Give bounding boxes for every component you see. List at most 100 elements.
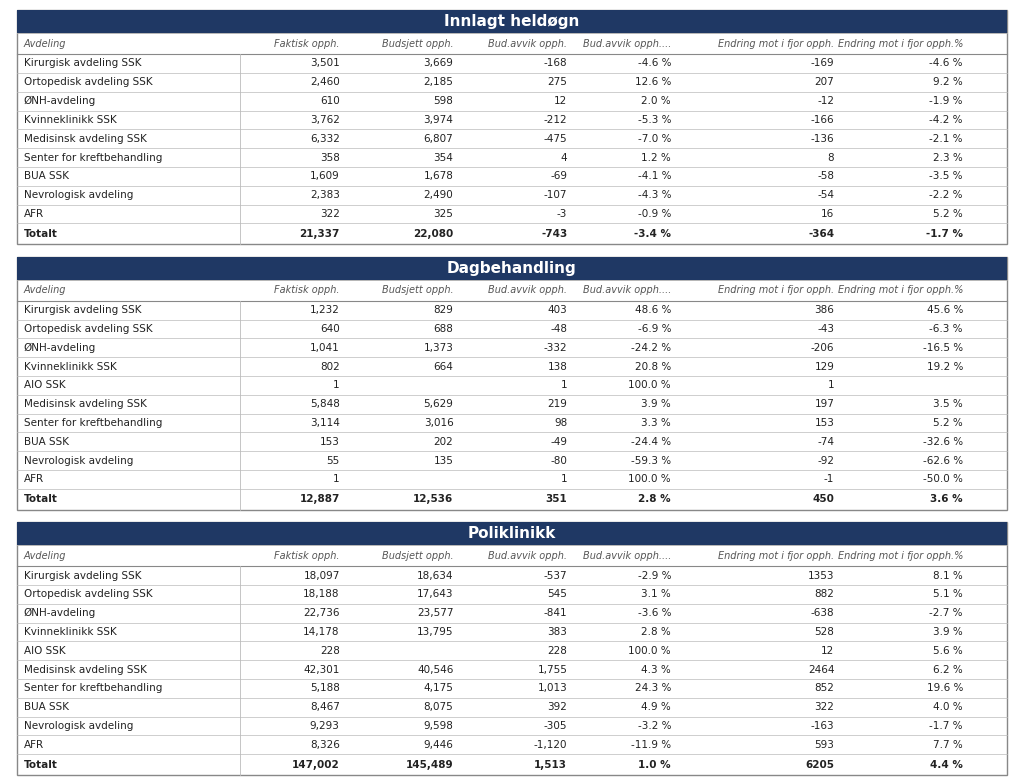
Text: 24.3 %: 24.3 % (635, 684, 671, 694)
Text: -1.7 %: -1.7 % (930, 721, 963, 731)
Text: 3,114: 3,114 (310, 418, 340, 428)
Text: -54: -54 (817, 190, 835, 200)
Text: 48.6 %: 48.6 % (635, 305, 671, 315)
Text: -3.6 %: -3.6 % (638, 608, 671, 619)
Text: 1,609: 1,609 (310, 171, 340, 182)
Text: 9.2 %: 9.2 % (933, 78, 963, 87)
Text: -74: -74 (817, 437, 835, 447)
Text: 19.2 %: 19.2 % (927, 362, 963, 372)
Text: 12,887: 12,887 (299, 494, 340, 504)
Text: -4.6 %: -4.6 % (638, 59, 671, 68)
Text: 18,097: 18,097 (303, 571, 340, 580)
Text: 1,013: 1,013 (538, 684, 567, 694)
Text: Kirurgisk avdeling SSK: Kirurgisk avdeling SSK (24, 305, 141, 315)
Text: 6205: 6205 (805, 760, 835, 770)
Text: 3,974: 3,974 (424, 115, 454, 125)
Text: 129: 129 (814, 362, 835, 372)
Text: 4.9 %: 4.9 % (641, 702, 671, 713)
Text: 640: 640 (319, 324, 340, 334)
Text: BUA SSK: BUA SSK (24, 702, 69, 713)
Text: 4.3 %: 4.3 % (641, 665, 671, 675)
Text: Faktisk opph.: Faktisk opph. (274, 550, 340, 561)
Text: 1.0 %: 1.0 % (639, 760, 671, 770)
Text: 6,332: 6,332 (310, 134, 340, 144)
Text: -638: -638 (811, 608, 835, 619)
Text: -12: -12 (817, 96, 835, 106)
Text: 383: 383 (548, 627, 567, 637)
Text: 1,373: 1,373 (424, 343, 454, 352)
Text: BUA SSK: BUA SSK (24, 437, 69, 447)
Text: -4.1 %: -4.1 % (638, 171, 671, 182)
Text: 2,383: 2,383 (310, 190, 340, 200)
Text: 5,848: 5,848 (310, 399, 340, 410)
Text: 664: 664 (433, 362, 454, 372)
Text: AIO SSK: AIO SSK (24, 646, 66, 656)
Text: Dagbehandling: Dagbehandling (447, 261, 577, 276)
Text: 16: 16 (821, 209, 835, 219)
Text: Avdeling: Avdeling (24, 285, 67, 295)
Text: 13,795: 13,795 (417, 627, 454, 637)
Text: 1,232: 1,232 (310, 305, 340, 315)
Text: 18,634: 18,634 (417, 571, 454, 580)
Text: -62.6 %: -62.6 % (923, 456, 963, 466)
Text: 1: 1 (333, 381, 340, 391)
Text: 135: 135 (433, 456, 454, 466)
Text: Bud.avvik opph....: Bud.avvik opph.... (583, 550, 671, 561)
Text: ØNH-avdeling: ØNH-avdeling (24, 608, 96, 619)
Text: 3,762: 3,762 (310, 115, 340, 125)
Text: 9,293: 9,293 (310, 721, 340, 731)
Text: 545: 545 (548, 590, 567, 599)
Text: 2,185: 2,185 (424, 78, 454, 87)
Text: Kvinneklinikk SSK: Kvinneklinikk SSK (24, 362, 117, 372)
Text: -107: -107 (544, 190, 567, 200)
Text: 610: 610 (319, 96, 340, 106)
Text: 8,326: 8,326 (310, 740, 340, 750)
Text: 1353: 1353 (808, 571, 835, 580)
Text: -206: -206 (811, 343, 835, 352)
Text: 4: 4 (560, 153, 567, 163)
Text: 153: 153 (814, 418, 835, 428)
Text: 5,188: 5,188 (310, 684, 340, 694)
Text: 2.8 %: 2.8 % (639, 494, 671, 504)
Text: 1: 1 (333, 474, 340, 485)
Text: 351: 351 (546, 494, 567, 504)
Text: Budsjett opph.: Budsjett opph. (382, 285, 454, 295)
Text: Bud.avvik opph.: Bud.avvik opph. (488, 550, 567, 561)
Text: Avdeling: Avdeling (24, 550, 67, 561)
Text: Medisinsk avdeling SSK: Medisinsk avdeling SSK (24, 399, 146, 410)
Text: -80: -80 (550, 456, 567, 466)
Text: 228: 228 (548, 646, 567, 656)
Text: 7.7 %: 7.7 % (933, 740, 963, 750)
Text: -2.9 %: -2.9 % (638, 571, 671, 580)
Text: 1.2 %: 1.2 % (641, 153, 671, 163)
Text: 358: 358 (319, 153, 340, 163)
Text: 2.0 %: 2.0 % (641, 96, 671, 106)
Text: 197: 197 (814, 399, 835, 410)
Text: -6.9 %: -6.9 % (638, 324, 671, 334)
Text: 17,643: 17,643 (417, 590, 454, 599)
Text: BUA SSK: BUA SSK (24, 171, 69, 182)
Text: -4.3 %: -4.3 % (638, 190, 671, 200)
Text: 1,678: 1,678 (424, 171, 454, 182)
Text: 3,669: 3,669 (424, 59, 454, 68)
Text: 138: 138 (548, 362, 567, 372)
Text: -743: -743 (541, 229, 567, 239)
Text: -16.5 %: -16.5 % (923, 343, 963, 352)
Text: 322: 322 (319, 209, 340, 219)
Text: ØNH-avdeling: ØNH-avdeling (24, 96, 96, 106)
Text: 852: 852 (814, 684, 835, 694)
Text: -2.2 %: -2.2 % (930, 190, 963, 200)
Text: 14,178: 14,178 (303, 627, 340, 637)
Text: Nevrologisk avdeling: Nevrologisk avdeling (24, 456, 133, 466)
Text: AFR: AFR (24, 474, 44, 485)
Text: Ortopedisk avdeling SSK: Ortopedisk avdeling SSK (24, 78, 153, 87)
Text: 528: 528 (814, 627, 835, 637)
Text: -49: -49 (550, 437, 567, 447)
Text: -163: -163 (811, 721, 835, 731)
Text: 98: 98 (554, 418, 567, 428)
Text: 392: 392 (548, 702, 567, 713)
Text: 55: 55 (327, 456, 340, 466)
Text: 4,175: 4,175 (424, 684, 454, 694)
Text: -43: -43 (817, 324, 835, 334)
Text: 147,002: 147,002 (292, 760, 340, 770)
